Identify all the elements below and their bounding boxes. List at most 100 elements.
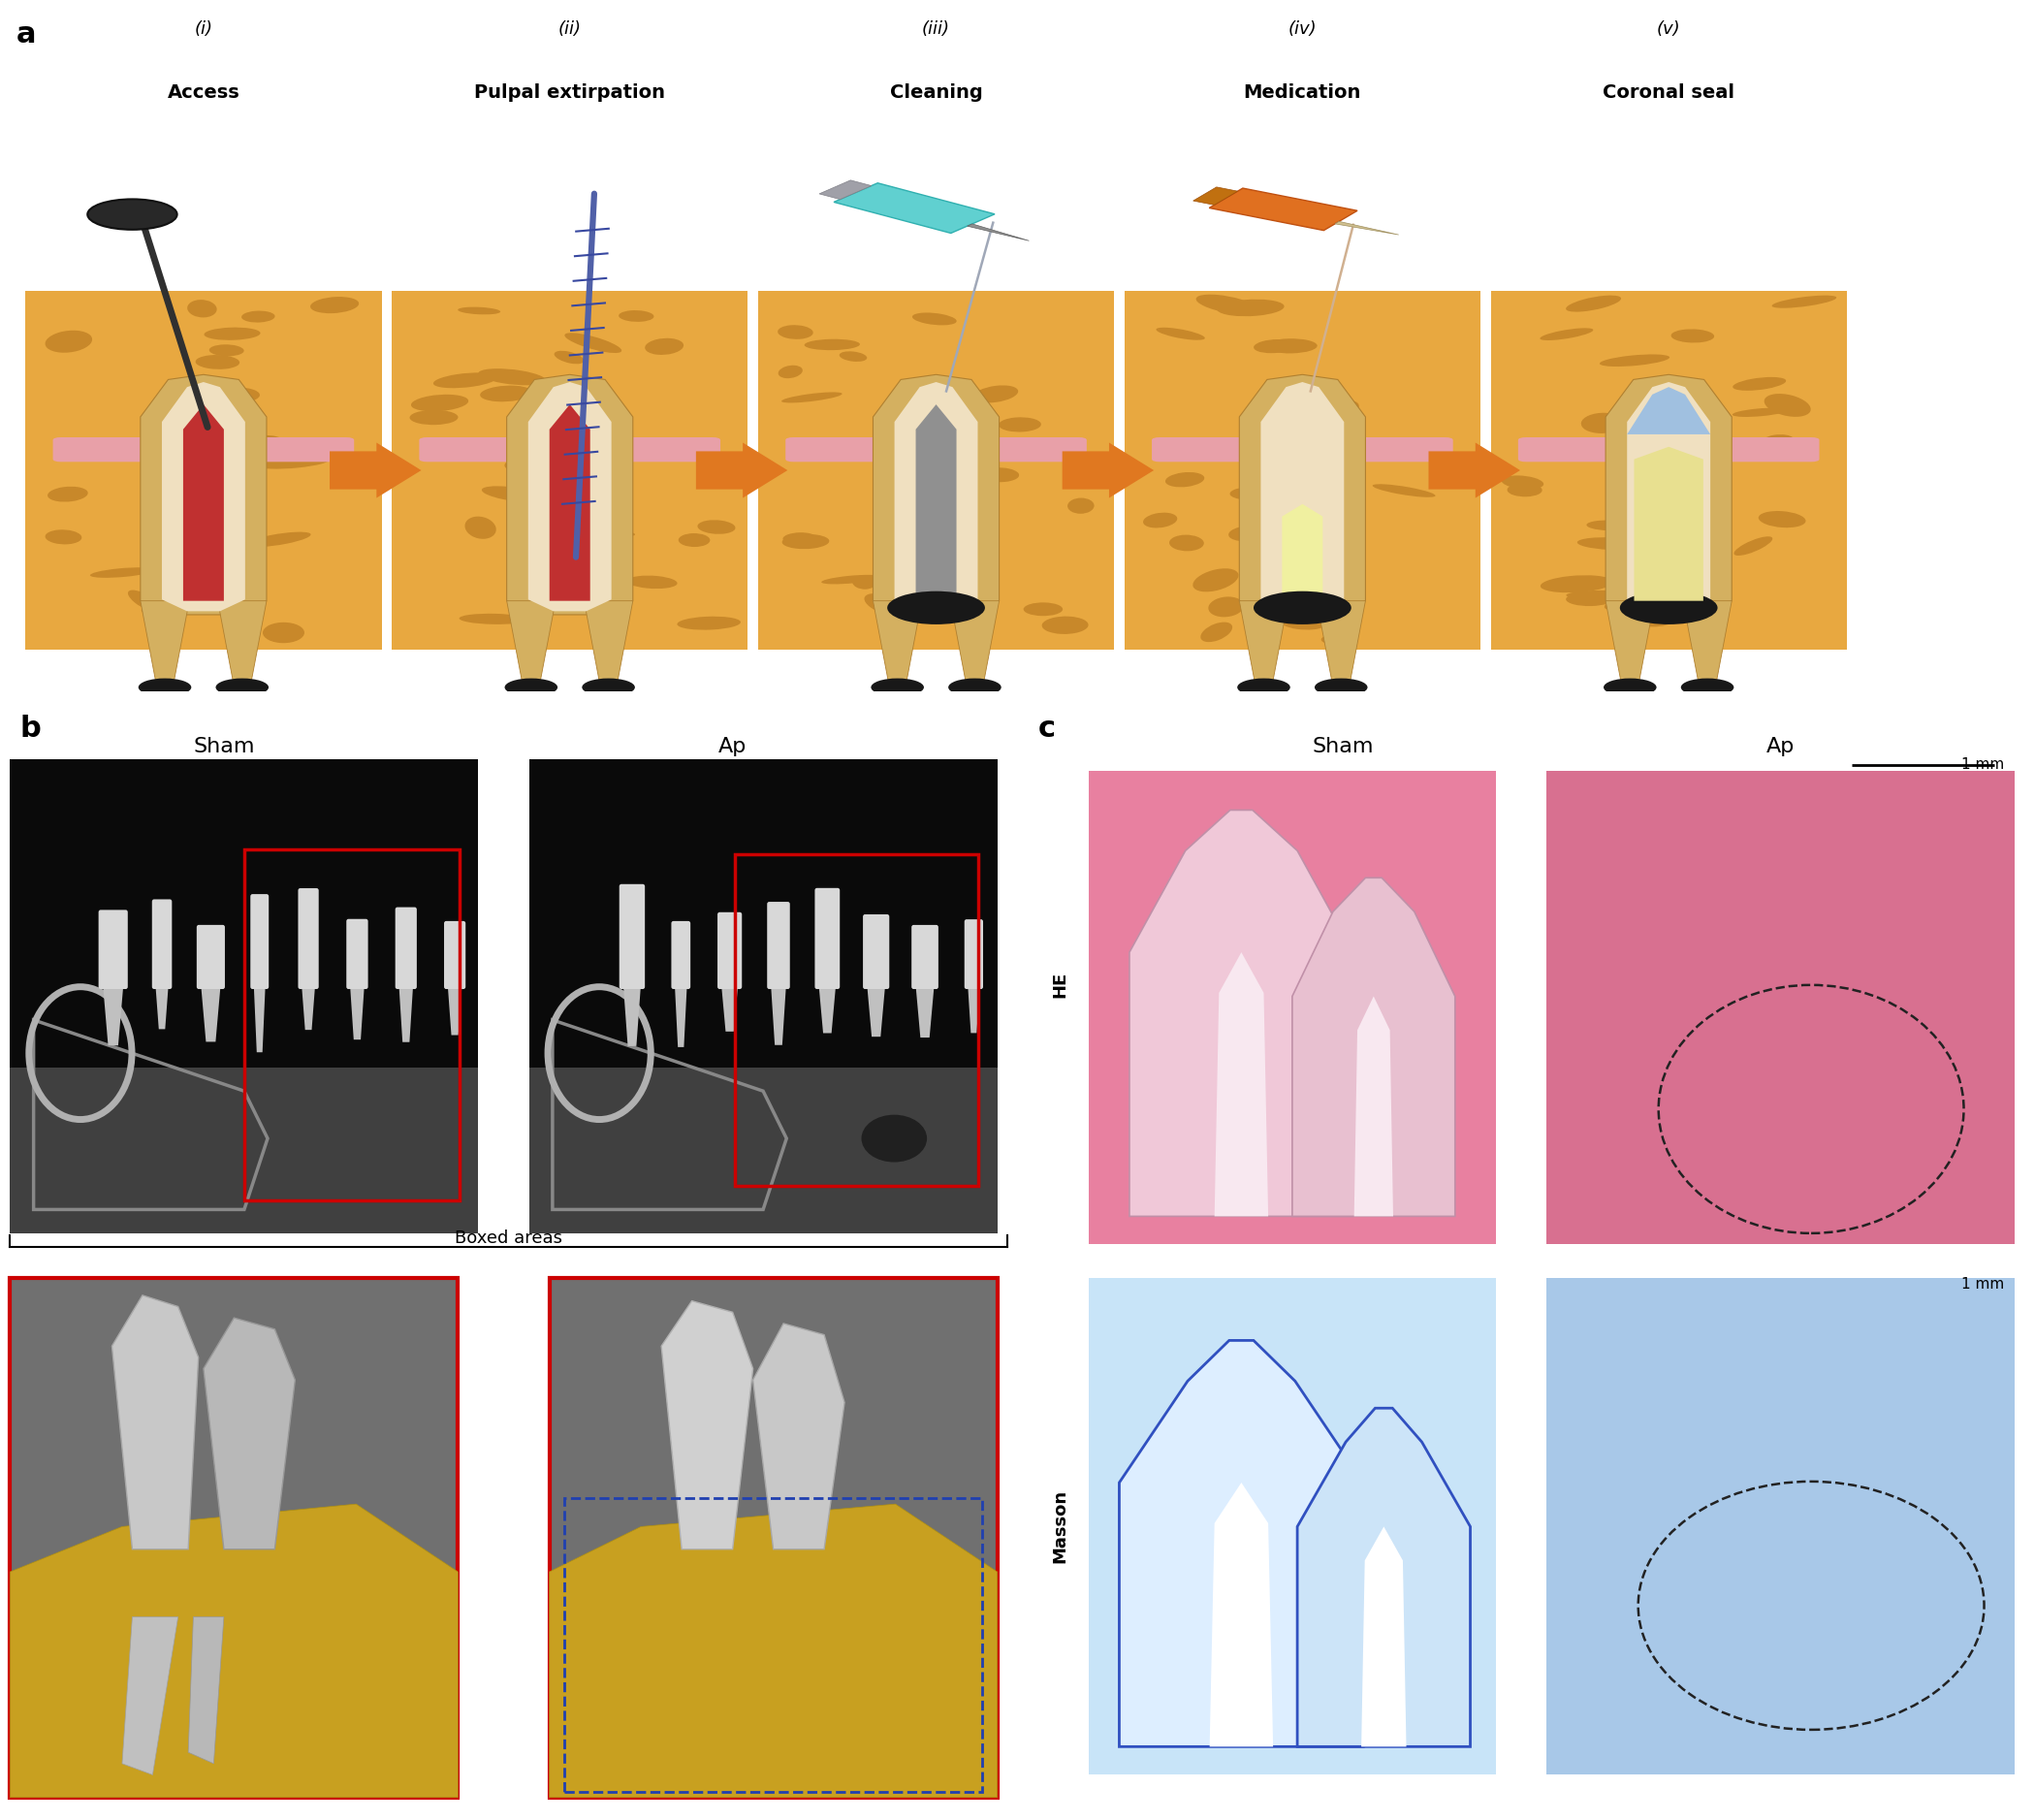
- Polygon shape: [1634, 446, 1703, 601]
- Ellipse shape: [464, 517, 497, 539]
- Ellipse shape: [973, 386, 1018, 402]
- Circle shape: [887, 592, 985, 624]
- FancyBboxPatch shape: [814, 888, 840, 988]
- Ellipse shape: [1577, 537, 1646, 550]
- Polygon shape: [1282, 504, 1323, 601]
- Bar: [26, 291, 383, 650]
- Ellipse shape: [1193, 568, 1239, 592]
- Polygon shape: [873, 601, 922, 692]
- Ellipse shape: [877, 435, 918, 457]
- FancyBboxPatch shape: [672, 921, 690, 988]
- Ellipse shape: [999, 417, 1042, 431]
- Bar: [1089, 770, 1496, 1245]
- Ellipse shape: [1764, 393, 1811, 417]
- Ellipse shape: [204, 328, 260, 340]
- Text: Boxed areas: Boxed areas: [456, 1228, 562, 1247]
- Ellipse shape: [1732, 377, 1787, 391]
- Polygon shape: [1361, 1527, 1406, 1747]
- Polygon shape: [1209, 1483, 1274, 1747]
- Ellipse shape: [1567, 592, 1614, 606]
- Ellipse shape: [645, 339, 684, 355]
- Text: Ap: Ap: [718, 737, 747, 755]
- Polygon shape: [1628, 382, 1709, 612]
- Polygon shape: [1628, 388, 1709, 435]
- Polygon shape: [140, 375, 267, 615]
- Ellipse shape: [1502, 475, 1545, 490]
- Ellipse shape: [1249, 437, 1284, 457]
- Text: (iii): (iii): [922, 20, 950, 38]
- Circle shape: [1620, 592, 1718, 624]
- Ellipse shape: [515, 420, 556, 433]
- Ellipse shape: [570, 528, 635, 537]
- Polygon shape: [1209, 187, 1357, 231]
- Bar: [1089, 1278, 1496, 1774]
- FancyBboxPatch shape: [346, 919, 368, 988]
- Polygon shape: [969, 986, 979, 1034]
- Polygon shape: [1129, 810, 1353, 1216]
- Polygon shape: [895, 382, 977, 612]
- Polygon shape: [1353, 996, 1394, 1216]
- Bar: [1490, 291, 1848, 650]
- Polygon shape: [1292, 877, 1455, 1216]
- Ellipse shape: [853, 575, 875, 590]
- Ellipse shape: [897, 437, 944, 451]
- Text: (ii): (ii): [558, 20, 582, 38]
- FancyBboxPatch shape: [53, 437, 354, 462]
- Bar: [10, 759, 478, 1234]
- Ellipse shape: [1264, 339, 1317, 353]
- Polygon shape: [1298, 1409, 1469, 1747]
- Bar: [529, 759, 997, 1234]
- Polygon shape: [873, 375, 999, 615]
- Polygon shape: [916, 404, 956, 601]
- Text: Ap: Ap: [1766, 737, 1795, 755]
- Circle shape: [505, 679, 558, 697]
- Ellipse shape: [163, 420, 204, 440]
- Polygon shape: [350, 986, 364, 1039]
- Bar: [529, 1067, 997, 1234]
- Ellipse shape: [1634, 613, 1675, 626]
- Text: HE: HE: [1052, 972, 1068, 997]
- Polygon shape: [254, 986, 265, 1052]
- Ellipse shape: [1042, 617, 1089, 633]
- Polygon shape: [204, 1318, 295, 1549]
- Ellipse shape: [45, 530, 81, 544]
- Polygon shape: [187, 1616, 224, 1764]
- Polygon shape: [507, 601, 556, 692]
- Ellipse shape: [627, 575, 678, 588]
- Polygon shape: [549, 1503, 997, 1798]
- FancyArrow shape: [330, 442, 421, 499]
- Polygon shape: [1262, 382, 1343, 612]
- Ellipse shape: [1254, 339, 1294, 353]
- Ellipse shape: [478, 369, 545, 386]
- Ellipse shape: [505, 459, 549, 473]
- Ellipse shape: [173, 533, 220, 548]
- Ellipse shape: [187, 300, 218, 317]
- Ellipse shape: [979, 468, 1020, 482]
- Polygon shape: [623, 986, 641, 1046]
- FancyBboxPatch shape: [767, 903, 790, 988]
- Polygon shape: [676, 986, 688, 1046]
- Ellipse shape: [1282, 617, 1325, 630]
- Polygon shape: [950, 601, 999, 692]
- Ellipse shape: [777, 326, 814, 339]
- Polygon shape: [661, 1301, 753, 1549]
- Ellipse shape: [804, 339, 861, 349]
- Polygon shape: [301, 986, 315, 1030]
- Polygon shape: [218, 601, 267, 692]
- Ellipse shape: [1671, 329, 1713, 342]
- Ellipse shape: [1170, 535, 1205, 551]
- Ellipse shape: [480, 386, 533, 402]
- Circle shape: [582, 679, 635, 697]
- Ellipse shape: [195, 355, 240, 369]
- Ellipse shape: [1732, 408, 1787, 417]
- Polygon shape: [1335, 222, 1398, 235]
- Ellipse shape: [932, 521, 975, 535]
- Ellipse shape: [1197, 295, 1258, 315]
- FancyArrow shape: [1062, 442, 1154, 499]
- Circle shape: [1237, 679, 1290, 697]
- Ellipse shape: [460, 613, 529, 624]
- Text: Sham: Sham: [1313, 737, 1374, 755]
- FancyBboxPatch shape: [153, 899, 171, 988]
- Ellipse shape: [914, 604, 963, 619]
- Ellipse shape: [47, 486, 88, 502]
